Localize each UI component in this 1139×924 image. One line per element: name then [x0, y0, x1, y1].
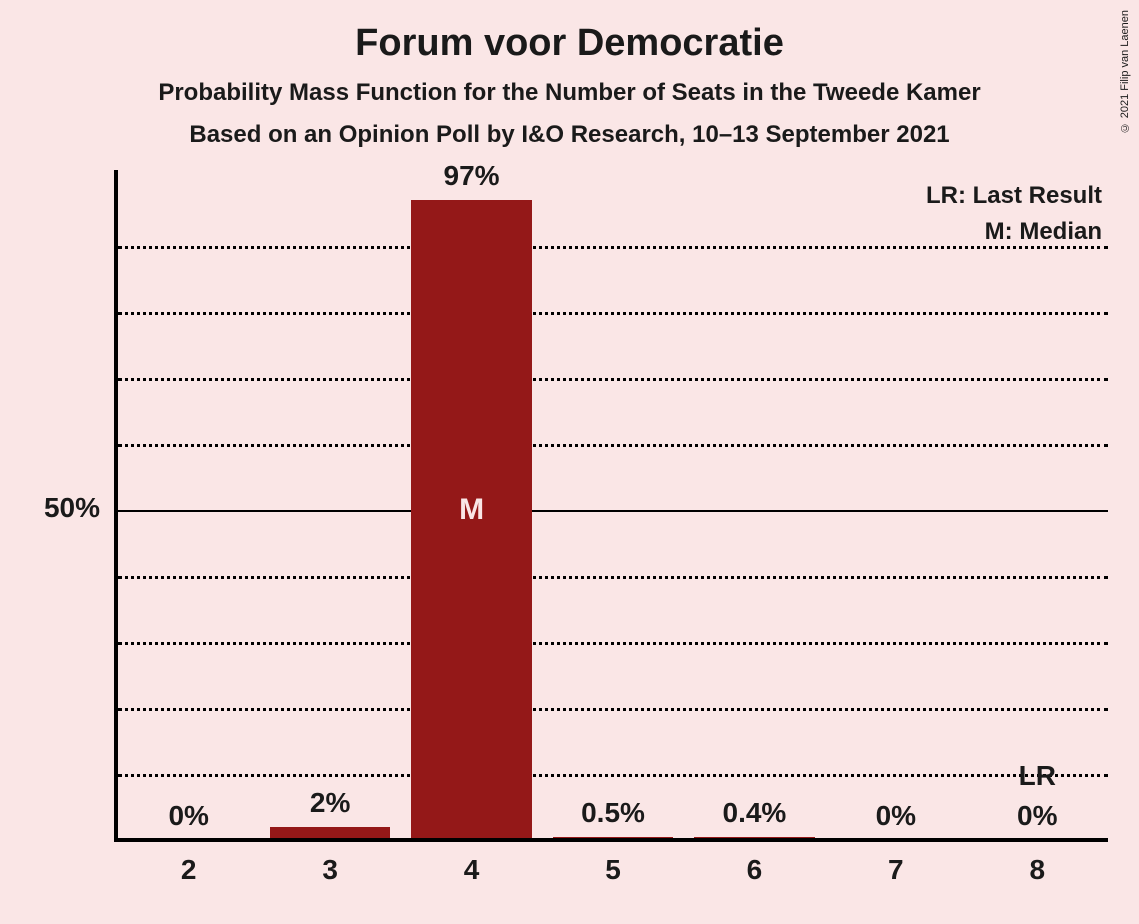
chart-title: Forum voor Democratie	[0, 0, 1139, 65]
x-tick-label: 4	[401, 854, 542, 886]
grid-line	[118, 246, 1108, 249]
grid-line	[118, 510, 1108, 512]
grid-line	[118, 708, 1108, 711]
y-axis-tick-label: 50%	[0, 492, 100, 524]
legend-last-result: LR: Last Result	[926, 182, 1102, 210]
grid-line	[118, 378, 1108, 381]
median-marker: M	[459, 493, 484, 527]
y-axis	[114, 170, 118, 842]
x-tick-label: 8	[967, 854, 1108, 886]
x-tick-label: 5	[542, 854, 683, 886]
grid-line	[118, 312, 1108, 315]
grid-line	[118, 444, 1108, 447]
bar-value-label: 0.4%	[684, 797, 825, 829]
legend-median: M: Median	[985, 218, 1102, 246]
x-tick-label: 3	[259, 854, 400, 886]
last-result-marker: LR	[967, 760, 1108, 792]
bar-value-label: 97%	[401, 160, 542, 192]
bar-value-label: 0%	[825, 800, 966, 832]
x-tick-label: 6	[684, 854, 825, 886]
x-tick-label: 2	[118, 854, 259, 886]
grid-line	[118, 774, 1108, 777]
grid-line	[118, 642, 1108, 645]
x-tick-label: 7	[825, 854, 966, 886]
chart-plot-area: 0%22%397%M40.5%50.4%60%70%LR8LR: Last Re…	[118, 180, 1108, 840]
bar-value-label: 0%	[118, 800, 259, 832]
x-axis	[114, 838, 1108, 842]
chart-subtitle-2: Based on an Opinion Poll by I&O Research…	[0, 121, 1139, 149]
bar-value-label: 2%	[259, 787, 400, 819]
copyright-text: © 2021 Filip van Laenen	[1119, 10, 1131, 133]
chart-subtitle-1: Probability Mass Function for the Number…	[0, 79, 1139, 107]
bar-value-label: 0%	[967, 800, 1108, 832]
bar-value-label: 0.5%	[542, 797, 683, 829]
grid-line	[118, 576, 1108, 579]
